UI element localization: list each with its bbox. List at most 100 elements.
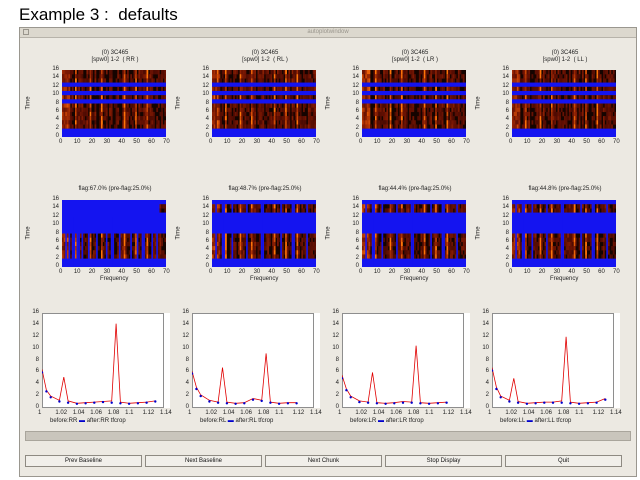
- heatmap-cell: [239, 74, 242, 79]
- heatmap-cell: [386, 254, 389, 259]
- heatmap-cell: [120, 233, 123, 238]
- window-close-icon[interactable]: [23, 29, 29, 35]
- heatmap-cell: [68, 120, 71, 125]
- heatmap-cell: [239, 241, 242, 247]
- heatmap-cell: [218, 241, 221, 247]
- heatmap-cell: [255, 241, 258, 247]
- heatmap-cell: [140, 103, 142, 108]
- heatmap-cell: [606, 111, 609, 117]
- heatmap-cell: [523, 111, 526, 117]
- heatmap-cell: [226, 95, 229, 100]
- heatmap-cell: [294, 111, 297, 117]
- heatmap-cell: [294, 86, 297, 92]
- flag-channel: [293, 200, 295, 267]
- heatmap-cell: [513, 107, 516, 113]
- heatmap-cell: [79, 250, 82, 255]
- heatmap-cell: [70, 237, 72, 243]
- heatmap-cell: [153, 241, 155, 247]
- heatmap-cell: [136, 116, 139, 121]
- heatmap-cell: [135, 95, 137, 100]
- heatmap-cell: [577, 103, 579, 108]
- heatmap-cell: [66, 233, 69, 238]
- heatmap-cell: [218, 103, 221, 108]
- heatmap-cell: [603, 107, 605, 113]
- heatmap-cell: [303, 107, 305, 113]
- heatmap-cell: [254, 246, 257, 251]
- heatmap-cell: [422, 95, 424, 100]
- heatmap-cell: [298, 70, 300, 75]
- heatmap-cell: [216, 250, 219, 255]
- heatmap-cell: [389, 103, 392, 108]
- heatmap-cell: [114, 124, 116, 129]
- heatmap-cell: [388, 241, 390, 247]
- heatmap-cell: [244, 204, 247, 209]
- heatmap-cell: [399, 208, 402, 213]
- heatmap-cell: [412, 120, 415, 125]
- heatmap-cell: [418, 208, 421, 213]
- heatmap-cell: [525, 103, 527, 108]
- heatmap-cell: [397, 74, 400, 79]
- heatmap-cell: [133, 254, 136, 259]
- heatmap-cell: [601, 107, 604, 113]
- heatmap-cell: [70, 116, 72, 121]
- heatmap-cell: [422, 124, 424, 129]
- heatmap-cell: [428, 120, 431, 125]
- x-tick-label: 50: [283, 139, 290, 145]
- heatmap-cell: [79, 74, 82, 79]
- heatmap-cell: [291, 103, 294, 108]
- heatmap-cell: [159, 250, 162, 255]
- heatmap-cell: [255, 208, 258, 213]
- heatmap-cell: [288, 241, 291, 247]
- heatmap-cell: [591, 103, 594, 108]
- heatmap-cell: [575, 95, 578, 100]
- heatmap-cell: [143, 70, 146, 75]
- heatmap-cell: [383, 78, 385, 83]
- heatmap-cell: [257, 74, 260, 79]
- heatmap-cell: [425, 74, 428, 79]
- heatmap-cell: [435, 86, 437, 92]
- heatmap-cell: [249, 241, 252, 247]
- heatmap-cell: [86, 237, 89, 243]
- heatmap-cell: [68, 111, 71, 117]
- heatmap-cell: [368, 70, 371, 75]
- heatmap-cell: [572, 103, 574, 108]
- heatmap-cell: [368, 237, 371, 243]
- heatmap-cell: [281, 107, 284, 113]
- heatmap-cell: [99, 78, 102, 83]
- heatmap-cell: [585, 95, 587, 100]
- heatmap-cell: [218, 120, 221, 125]
- heatmap-cell: [396, 78, 398, 83]
- heatmap-cell: [101, 237, 103, 243]
- heatmap-cell: [604, 70, 607, 75]
- heatmap-cell: [122, 86, 124, 92]
- heatmap-cell: [513, 95, 516, 100]
- heatmap-cell: [551, 116, 553, 121]
- heatmap-cell: [102, 70, 105, 75]
- row2-xlabel: Frequency: [250, 276, 279, 282]
- heatmap-cell: [71, 103, 74, 108]
- heatmap-cell: [280, 78, 283, 83]
- heatmap-cell: [578, 103, 581, 108]
- heatmap-cell: [288, 74, 291, 79]
- heatmap-cell: [599, 124, 602, 129]
- heatmap-cell: [528, 103, 531, 108]
- heatmap-cell: [512, 111, 514, 117]
- heatmap-cell: [228, 124, 231, 129]
- heatmap-cell: [451, 74, 454, 79]
- heatmap-cell: [102, 124, 105, 129]
- heatmap-cell: [516, 70, 519, 75]
- heatmap-cell: [539, 74, 542, 79]
- heatmap-cell: [135, 254, 137, 259]
- heatmap-cell: [272, 70, 274, 75]
- heatmap-cell: [299, 86, 302, 92]
- heatmap-cell: [63, 78, 66, 83]
- heatmap-cell: [401, 74, 403, 79]
- heatmap-cell: [446, 116, 449, 121]
- heatmap-cell: [401, 250, 403, 255]
- heatmap-cell: [375, 116, 377, 121]
- heatmap-cell: [286, 107, 289, 113]
- heatmap-cell: [428, 241, 431, 247]
- heatmap-cell: [425, 254, 428, 259]
- heatmap-cell: [309, 86, 312, 92]
- heatmap-cell: [427, 107, 429, 113]
